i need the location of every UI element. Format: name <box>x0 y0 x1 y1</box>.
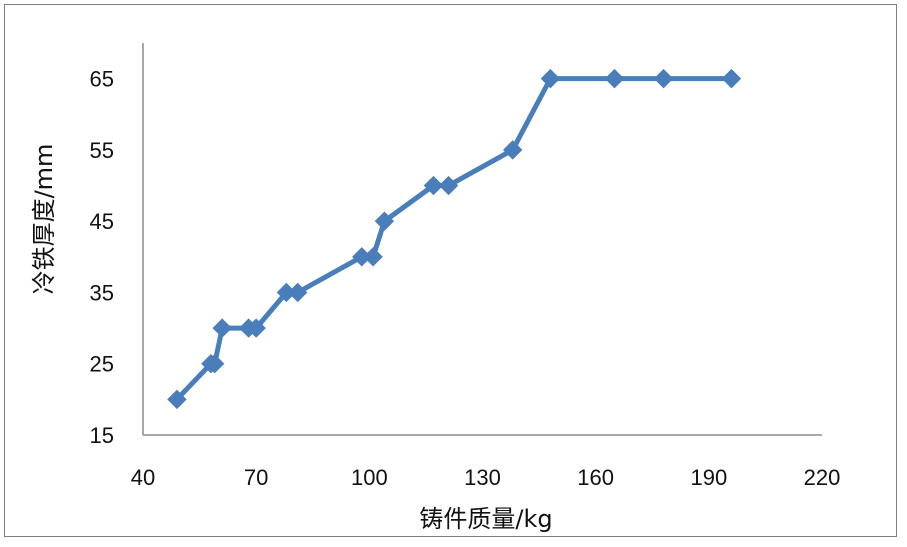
data-point-marker <box>653 68 674 89</box>
x-tick-label: 130 <box>464 465 501 490</box>
chart-frame <box>4 4 897 537</box>
axes <box>142 43 822 436</box>
x-tick-label: 160 <box>577 465 614 490</box>
y-tick-label: 35 <box>90 280 114 305</box>
data-point-marker <box>540 68 561 89</box>
y-tick-label: 65 <box>90 67 114 92</box>
x-tick-label: 220 <box>804 465 841 490</box>
data-point-marker <box>212 318 232 338</box>
data-point-marker <box>246 318 266 338</box>
data-point-marker <box>287 282 308 303</box>
x-tick-label: 70 <box>244 465 268 490</box>
y-tick-label: 15 <box>90 423 114 448</box>
data-point-marker <box>721 68 742 89</box>
y-axis-title: 冷铁厚度/mm <box>30 144 58 295</box>
data-point-marker <box>604 68 625 89</box>
y-tick-labels: 15 25 35 45 55 65 <box>90 67 114 448</box>
y-tick-label: 25 <box>90 352 114 377</box>
data-point-marker <box>423 175 444 196</box>
series-layer <box>167 68 742 410</box>
series-line <box>174 76 734 402</box>
data-point-marker <box>204 354 225 374</box>
x-tick-labels: 40 70 100 130 160 190 220 <box>131 465 841 490</box>
data-point-marker <box>167 389 187 410</box>
x-tick-label: 100 <box>351 465 388 490</box>
y-tick-label: 45 <box>90 209 114 234</box>
data-point-marker <box>363 247 383 267</box>
x-axis-title: 铸件质量/kg <box>419 505 552 533</box>
data-point-marker <box>374 211 395 231</box>
x-tick-label: 190 <box>690 465 727 490</box>
data-point-marker <box>438 175 459 196</box>
y-tick-label: 55 <box>90 138 114 163</box>
data-point-marker <box>502 140 523 160</box>
x-tick-label: 40 <box>131 465 155 490</box>
